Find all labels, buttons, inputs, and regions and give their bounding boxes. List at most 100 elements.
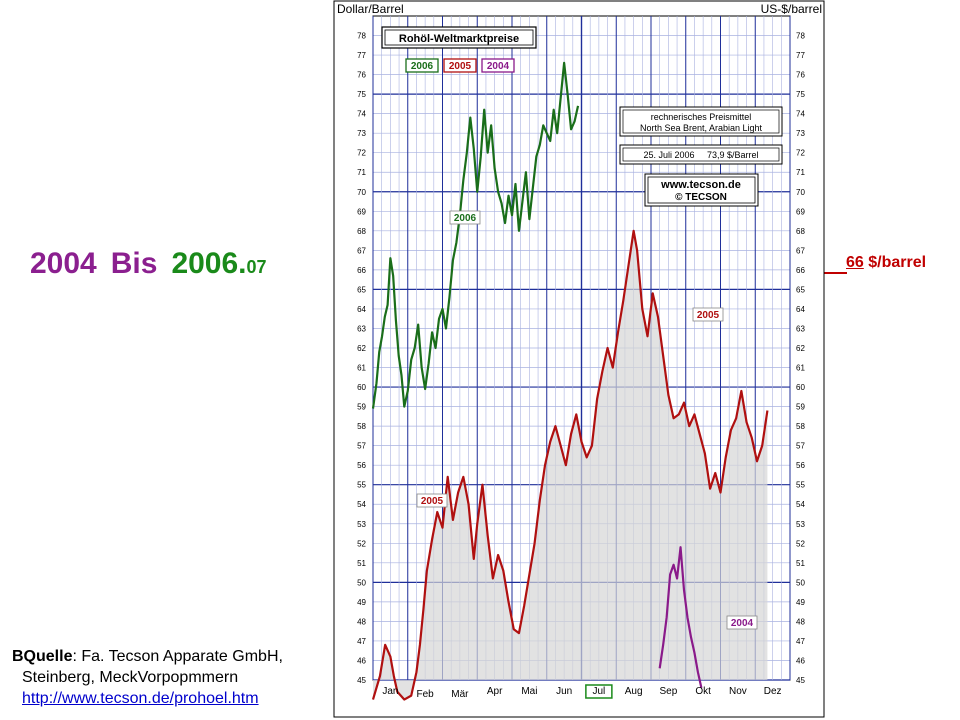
title-year-2004: 2004 [30,247,97,280]
y-tick-label-right: 78 [796,32,805,41]
y-tick-label-left: 76 [357,71,366,80]
y-tick-label-left: 57 [357,442,366,451]
y-tick-label-right: 57 [796,442,805,451]
y-tick-label-right: 54 [796,500,805,509]
brand-url: www.tecson.de [660,179,741,191]
month-label: Jul [592,686,605,697]
y-tick-label-right: 64 [796,305,805,314]
y-tick-label-right: 58 [796,422,805,431]
series-label-2005-lower-text: 2005 [421,496,444,507]
y-tick-label-right: 69 [796,207,805,216]
title-bis: Bis [110,247,158,280]
y-tick-label-right: 56 [796,461,805,470]
y-axis-label-right: US-$/barrel [761,2,822,16]
chart-title-box: Rohöl-Weltmarktpreise [381,26,537,49]
x-month-labels: Jan Feb Mär Apr Mai Jun Jul Aug Sep Okt Nov Dez [382,684,782,700]
y-tick-label-left: 63 [357,324,366,333]
y-tick-label-right: 63 [796,324,805,333]
y-tick-label-left: 45 [357,676,366,685]
y-ticks-left: 45 46 47 48 49 50 51 52 53 54 55 56 57 58 59 60 61 62 63 64… [357,32,366,685]
y-tick-label-left: 67 [357,246,366,255]
y-tick-label-left: 74 [357,110,366,119]
month-label: Nov [729,686,747,697]
y-tick-label-right: 55 [796,481,805,490]
chart-title-inner-border [384,29,534,46]
highlighted-month-box [585,684,613,699]
month-label: Mär [451,689,469,700]
annotation-value: 66 [846,254,864,271]
y-tick-label-left: 62 [357,344,366,353]
y-tick-label-left: 54 [357,500,366,509]
month-label: Dez [764,686,782,697]
y-tick-label-left: 58 [357,422,366,431]
y-tick-label-left: 70 [357,188,366,197]
series-2006 [371,61,580,409]
slide-title: 2004 Bis 2006.07 [30,246,267,285]
series-line-2006 [371,61,580,409]
title-year-2006: 2006.07 [171,247,267,280]
y-tick-label-right: 50 [796,578,805,587]
annotation-unit: $/barrel [863,254,927,271]
y-tick-label-left: 66 [357,266,366,275]
info-box-border [619,106,783,137]
source-label: BQuelle [12,648,73,665]
date-box-inner-border [622,147,780,162]
chart-title: Rohöl-Weltmarktpreise [399,33,519,45]
y-tick-label-left: 60 [357,383,366,392]
title-year-2006-suffix: 07 [246,257,267,277]
y-tick-label-right: 67 [796,246,805,255]
y-tick-label-left: 64 [357,305,366,314]
y-tick-label-left: 72 [357,149,366,158]
series-label-2005-upper-text: 2005 [697,310,720,321]
y-tick-label-right: 72 [796,149,805,158]
y-tick-label-right: 48 [796,617,805,626]
y-tick-label-left: 59 [357,403,366,412]
y-tick-label-right: 53 [796,520,805,529]
month-label: Jan [382,686,398,697]
y-tick-label-right: 49 [796,598,805,607]
legend-box [405,58,439,73]
y-tick-label-left: 73 [357,129,366,138]
chart-overlays: 2006 2005 2005 2004 Rohöl-Weltmarktpreise 200… [381,26,783,630]
date-box: 25. Juli 2006 73,9 $/Barrel [619,144,783,165]
brand-box: www.tecson.de© TECSON [644,173,759,207]
month-label: Sep [659,686,677,697]
annotation-66-line [811,272,847,274]
legend-item-2006: 2006 [405,58,439,73]
y-tick-label-left: 69 [357,207,366,216]
annotation-66-barrel: 66 $/barrel [846,254,926,272]
y-tick-label-right: 62 [796,344,805,353]
y-tick-label-right: 70 [796,188,805,197]
y-tick-label-left: 48 [357,617,366,626]
y-tick-label-right: 74 [796,110,805,119]
y-tick-label-left: 51 [357,559,366,568]
month-label: Okt [695,686,711,697]
month-label: Mai [521,686,537,697]
y-tick-label-right: 52 [796,539,805,548]
series-label-2005-lower: 2005 [416,493,448,508]
series-label-2005-lower-box [416,493,448,508]
y-tick-label-left: 78 [357,32,366,41]
info-box-inner-border [622,109,780,134]
y-tick-label-right: 75 [796,90,805,99]
y-tick-label-right: 60 [796,383,805,392]
y-tick-label-right: 68 [796,227,805,236]
oil-price-chart: Dollar/Barrel US-$/barrel 45 46 47 48 49 50 51 5… [333,0,825,718]
y-tick-label-right: 59 [796,403,805,412]
y-tick-label-right: 65 [796,285,805,294]
series-2004 [658,546,703,689]
chart-title-border [381,26,537,49]
date-box-text: 25. Juli 2006 73,9 $/Barrel [643,150,758,160]
source-line1: : Fa. Tecson Apparate GmbH, [72,648,283,665]
month-label: Feb [417,689,435,700]
y-tick-label-right: 66 [796,266,805,275]
info-box-line2: North Sea Brent, Arabian Light [640,123,763,133]
y-tick-label-right: 71 [796,168,805,177]
y-tick-label-left: 46 [357,656,366,665]
source-link[interactable]: http://www.tecson.de/prohoel.htm [22,690,259,707]
brand-box-border [644,173,759,207]
month-label: Jun [556,686,572,697]
y-tick-label-left: 68 [357,227,366,236]
y-tick-label-left: 53 [357,520,366,529]
